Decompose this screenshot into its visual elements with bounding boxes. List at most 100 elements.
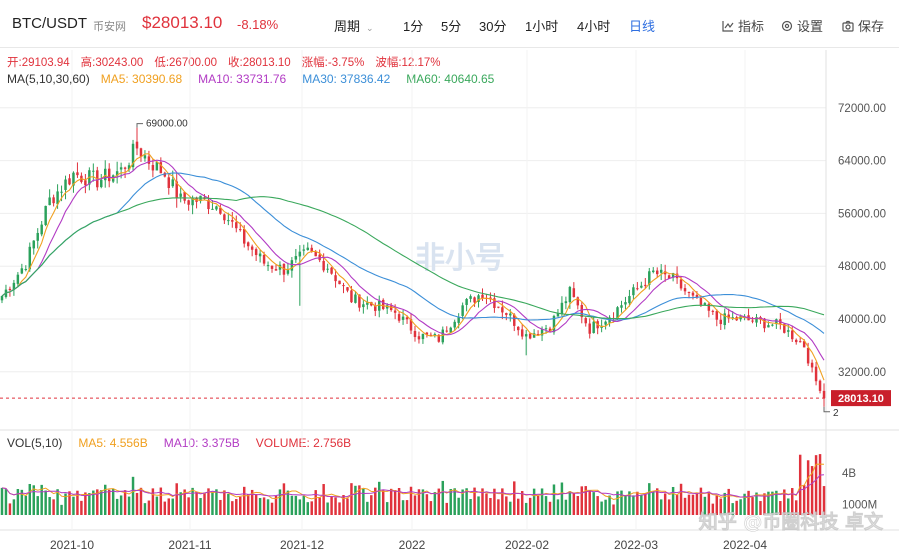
volume-bar xyxy=(509,501,512,515)
candle-body xyxy=(715,311,719,320)
volume-bar xyxy=(576,496,580,515)
volume-bar xyxy=(56,489,59,515)
candle-body xyxy=(167,177,171,189)
candle-body xyxy=(513,314,516,326)
volume-bar xyxy=(362,488,365,515)
period-dropdown[interactable]: 周期 ⌄ xyxy=(334,16,374,35)
candle-body xyxy=(330,267,333,274)
volume-info-row: VOL(5,10) MA5: 4.556B MA10: 3.375B VOLUME: … xyxy=(7,436,362,450)
save-label: 保存 xyxy=(858,19,885,34)
timeframe-4h[interactable]: 4小时 xyxy=(577,19,611,34)
candle-body xyxy=(509,313,512,316)
volume-bar xyxy=(397,488,401,515)
candle-body xyxy=(163,172,167,177)
timeframe-daily[interactable]: 日线 xyxy=(629,19,656,34)
candle-body xyxy=(381,299,385,309)
candle-body xyxy=(576,297,580,306)
candle-body xyxy=(24,268,28,270)
candle-body xyxy=(306,247,309,250)
candle-body xyxy=(794,339,798,343)
volume-bar xyxy=(763,493,766,515)
candle-body xyxy=(322,260,325,271)
y-tick-label: 72000.00 xyxy=(838,103,886,115)
volume-ma5-value: MA5: 4.556B xyxy=(78,436,148,450)
indicator-button[interactable]: 指标 xyxy=(722,16,764,35)
volume-bar xyxy=(715,495,719,515)
volume-bar xyxy=(421,489,425,515)
candle-body xyxy=(699,297,703,306)
candle-body xyxy=(16,274,20,284)
volume-bar xyxy=(501,488,504,515)
candle-body xyxy=(457,317,460,323)
volume-bar xyxy=(0,487,4,515)
settings-button[interactable]: 设置 xyxy=(781,16,823,35)
timeframe-1m[interactable]: 1分 xyxy=(403,19,424,34)
timeframe-5m[interactable]: 5分 xyxy=(441,19,462,34)
candle-body xyxy=(501,307,504,313)
candle-body xyxy=(302,249,306,251)
candle-body xyxy=(143,155,147,159)
candle-body xyxy=(115,171,119,176)
candle-body xyxy=(32,240,35,249)
candle-body xyxy=(151,165,155,171)
volume-bar xyxy=(505,496,508,515)
volume-bar xyxy=(405,500,409,515)
volume-bar xyxy=(24,495,28,515)
x-tick-label: 2021-11 xyxy=(168,538,211,552)
candle-body xyxy=(691,292,695,296)
volume-bar xyxy=(242,486,246,515)
ma60-line xyxy=(1,196,825,320)
candle-body xyxy=(723,313,726,326)
volume-bar xyxy=(278,489,282,515)
volume-bar xyxy=(707,491,711,515)
candle-body xyxy=(36,232,39,241)
candle-body xyxy=(223,214,226,221)
candle-body xyxy=(616,307,619,319)
volume-bar xyxy=(560,482,564,515)
candle-body xyxy=(250,246,254,250)
candle-body xyxy=(48,197,51,206)
volume-bar xyxy=(747,490,750,515)
x-tick-label: 2022-02 xyxy=(505,538,549,552)
candle-body xyxy=(409,319,413,331)
volume-bar xyxy=(791,488,794,515)
timeframe-30m[interactable]: 30分 xyxy=(479,19,507,34)
candle-body xyxy=(56,191,59,205)
volume-bar xyxy=(457,497,460,515)
volume-bar xyxy=(532,488,536,515)
volume-bar xyxy=(381,490,385,515)
candle-body xyxy=(663,271,667,275)
volume-bar xyxy=(326,502,329,515)
volume-bar xyxy=(477,496,480,515)
candle-body xyxy=(0,296,4,301)
volume-bar xyxy=(417,489,421,515)
volume-bar xyxy=(207,488,210,515)
candle-body xyxy=(354,294,357,303)
price-change: -8.18% xyxy=(237,17,279,32)
indicator-label: 指标 xyxy=(738,19,765,34)
timeframe-1h[interactable]: 1小时 xyxy=(525,19,559,34)
volume-bar xyxy=(250,489,254,515)
volume-bar xyxy=(469,499,472,515)
candle-body xyxy=(127,165,131,170)
candle-body xyxy=(338,280,341,285)
volume-bar xyxy=(227,494,230,515)
candle-body xyxy=(104,168,107,181)
volume-bar xyxy=(44,490,47,515)
volume-bar xyxy=(298,499,302,515)
save-button[interactable]: 保存 xyxy=(842,16,884,35)
x-tick-label: 2022-04 xyxy=(723,538,767,552)
volume-bar xyxy=(822,486,826,515)
volume-bar xyxy=(580,486,584,515)
volume-bar xyxy=(802,484,806,515)
candle-body xyxy=(350,290,353,303)
volume-bar xyxy=(266,499,270,515)
volume-bar xyxy=(687,494,691,515)
candle-body xyxy=(12,282,16,290)
candle-body xyxy=(60,191,63,193)
volume-bar xyxy=(203,492,206,515)
candle-body xyxy=(358,294,361,308)
amplitude-value: 波幅:12.17% xyxy=(375,57,441,69)
volume-bar xyxy=(270,502,274,515)
